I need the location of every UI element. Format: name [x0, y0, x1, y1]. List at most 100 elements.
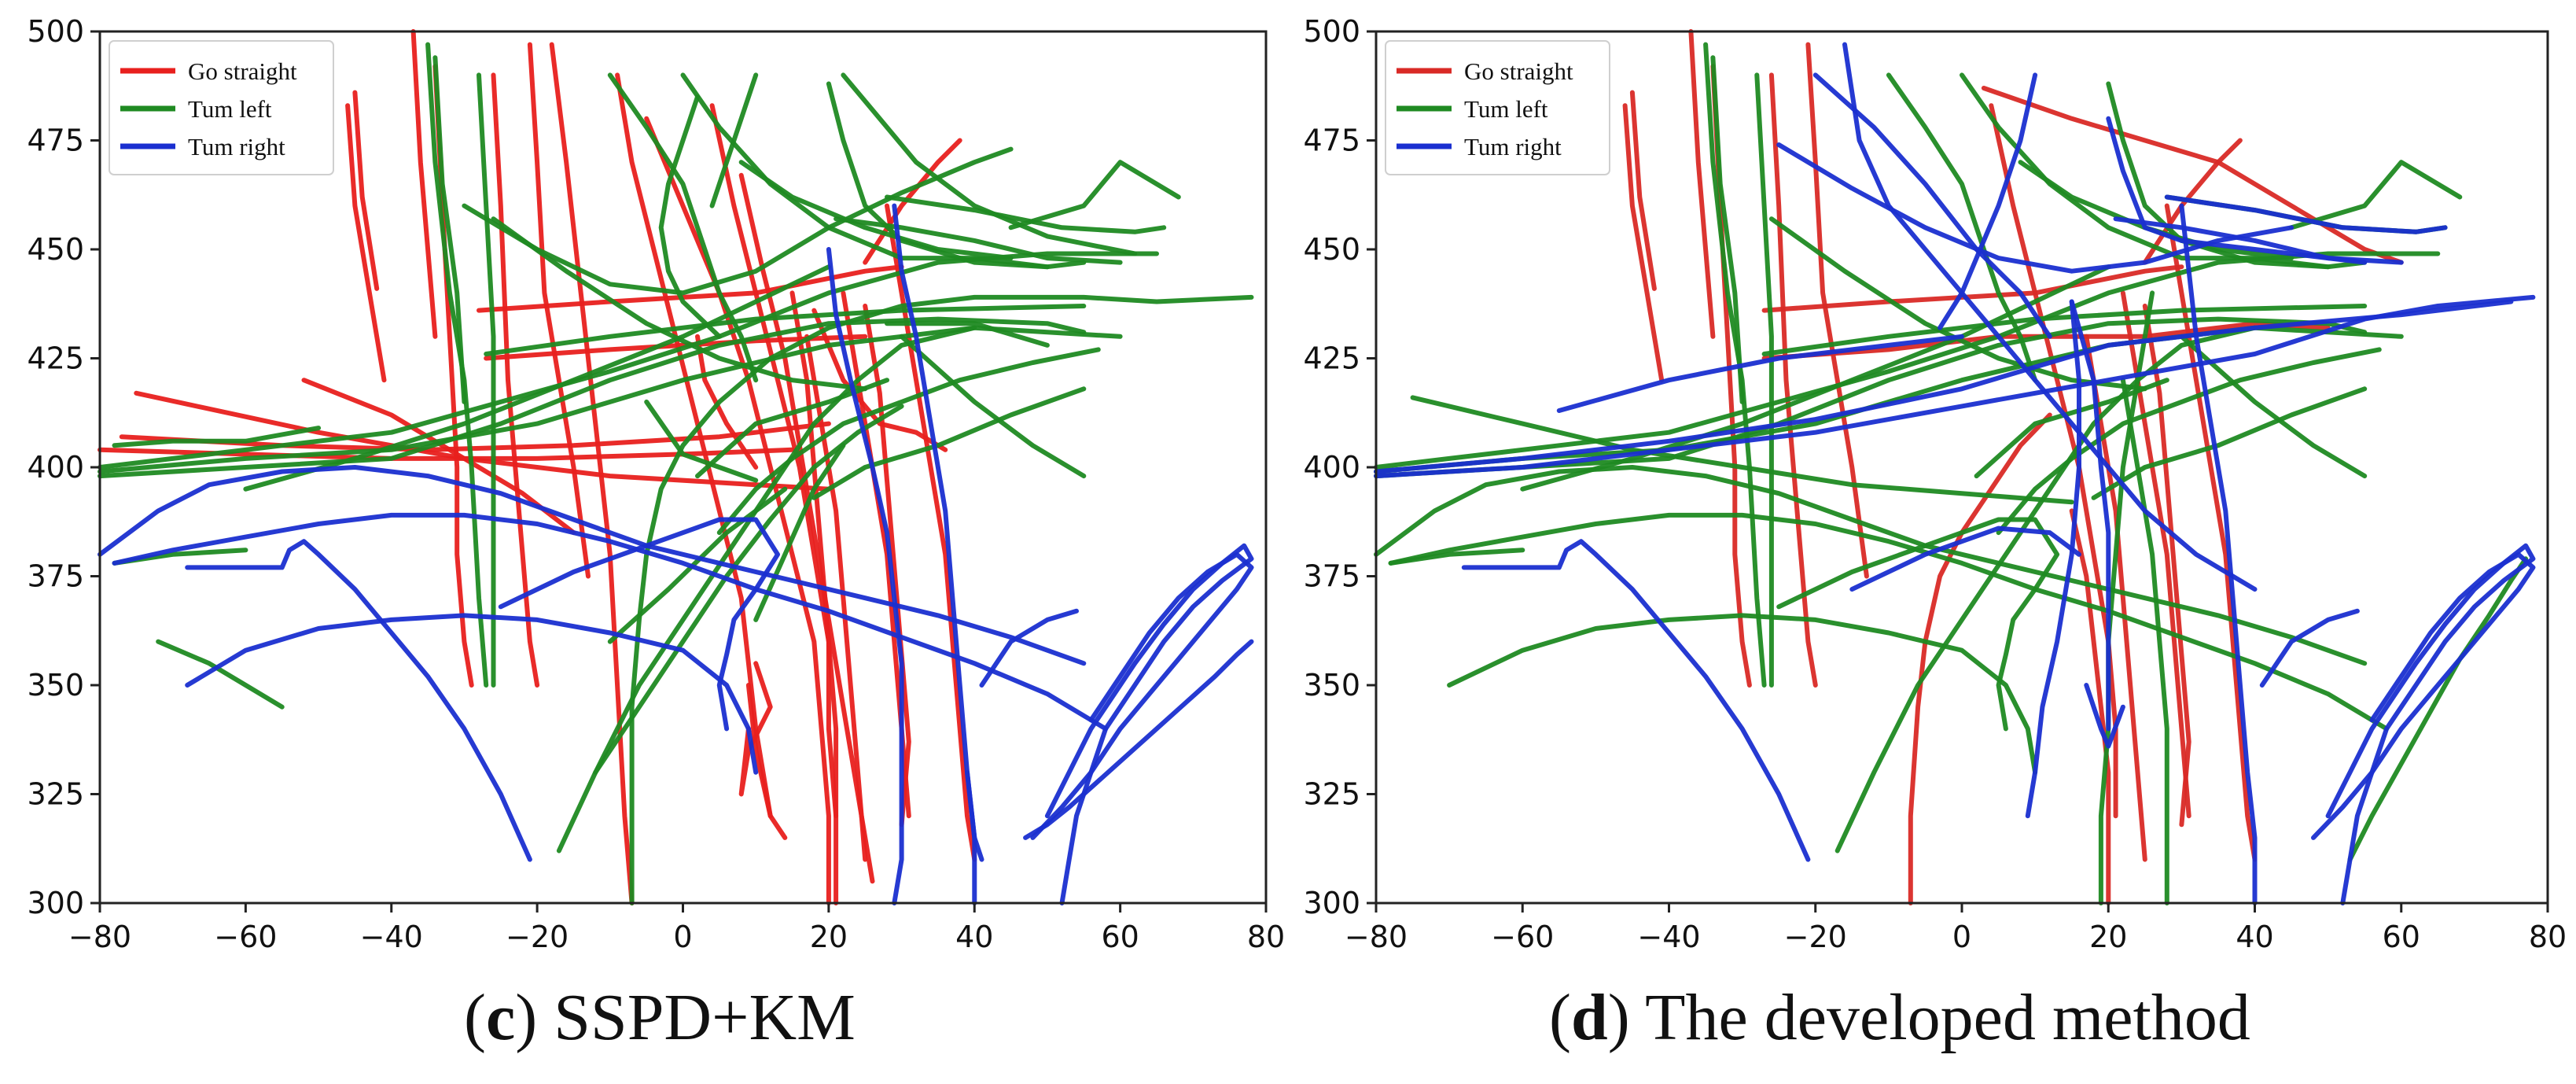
- trajectory-line: [615, 72, 773, 819]
- trajectory-line: [549, 42, 635, 905]
- trajectory-line: [753, 443, 846, 622]
- legend-label: Tum right: [1464, 133, 1562, 160]
- chart-panel-d: −80 −60 −40 −20 0 20 40 60 80 300 325 350 375 400 425 4…: [1303, 14, 2567, 954]
- trajectory-line: [491, 216, 868, 392]
- y-tick-label: 400: [27, 450, 84, 485]
- trajectory-line: [789, 290, 839, 905]
- y-tick-label: 425: [1303, 341, 1360, 376]
- trajectory-line: [1030, 551, 1254, 840]
- trajectory-line: [484, 304, 1087, 356]
- trajectory-line: [1556, 334, 1964, 413]
- trajectory-line: [826, 247, 904, 905]
- trajectory-line: [1710, 55, 1745, 404]
- trajectory-line: [352, 90, 380, 291]
- trajectory-line: [2179, 203, 2258, 905]
- trajectory-line: [410, 29, 438, 339]
- x-tick-label: −60: [1491, 920, 1554, 954]
- y-tick-label: 475: [1303, 124, 1360, 158]
- legend-label: Go straight: [1464, 57, 1573, 85]
- trajectory-line: [2142, 304, 2191, 828]
- trajectory-line: [1761, 264, 2184, 313]
- trajectory-line: [2098, 290, 2155, 905]
- trajectory-line: [716, 347, 1101, 536]
- y-tick-label: 325: [1303, 777, 1360, 812]
- x-tick-label: 80: [2529, 920, 2567, 954]
- trajectory-line: [658, 94, 722, 339]
- trajectory-line: [1812, 72, 2052, 339]
- x-tick-label: −60: [214, 920, 277, 954]
- trajectory-line: [98, 316, 1087, 479]
- trajectory-line: [607, 486, 788, 644]
- y-tick-label: 300: [27, 886, 84, 920]
- trajectory-line: [112, 426, 322, 448]
- legend-box: [109, 40, 334, 175]
- caption-d-label: d: [1570, 981, 1608, 1054]
- trajectory-line: [738, 661, 773, 797]
- trajectory-line: [885, 321, 1050, 348]
- trajectory-line: [1023, 639, 1254, 840]
- trajectory-line: [1776, 517, 2060, 732]
- trajectory-line: [345, 103, 387, 383]
- y-tick-label: 450: [27, 232, 84, 267]
- legend-label: Go straight: [188, 57, 297, 85]
- trajectory-line: [243, 264, 831, 492]
- trajectory-line: [841, 72, 1138, 256]
- trajectory-line: [745, 683, 788, 840]
- trajectory-line: [134, 390, 831, 492]
- caption-d-text: The developed method: [1645, 981, 2250, 1054]
- trajectory-line: [2113, 216, 2404, 265]
- trajectory-line: [1374, 465, 2368, 666]
- trajectory-line: [432, 64, 474, 688]
- y-tick-label: 500: [1303, 14, 1360, 49]
- trajectory-line: [1629, 90, 1657, 291]
- y-tick-label: 375: [1303, 559, 1360, 594]
- trajectory-line: [1008, 160, 1181, 230]
- x-tick-label: −40: [1637, 920, 1700, 954]
- trajectory-line: [1908, 412, 2052, 905]
- y-tick-label: 350: [27, 668, 84, 702]
- trajectory-line: [185, 539, 532, 862]
- x-tick-label: 60: [2383, 920, 2420, 954]
- trajectory-line: [644, 399, 759, 483]
- trajectory-line: [811, 386, 1087, 500]
- trajectory-line: [491, 72, 540, 688]
- x-tick-label: −20: [506, 920, 569, 954]
- legend-label: Tum right: [188, 133, 285, 160]
- trajectory-line: [1447, 613, 2038, 775]
- x-tick-label: 60: [1101, 920, 1139, 954]
- trajectory-line: [1374, 316, 2368, 479]
- trajectory-line: [695, 334, 759, 470]
- trajectory-line: [477, 264, 904, 313]
- trajectory-line: [1938, 72, 2038, 330]
- trajectory-line: [644, 116, 831, 905]
- trajectory-line: [593, 404, 904, 775]
- trajectory-line: [2289, 160, 2463, 230]
- trajectory-line: [1374, 299, 2514, 474]
- y-tick-label: 300: [1303, 886, 1360, 920]
- trajectory-line: [629, 294, 1254, 905]
- trajectory-line: [1461, 539, 1811, 862]
- x-tick-label: −80: [1345, 920, 1408, 954]
- trajectory-line: [979, 608, 1079, 688]
- trajectory-line: [2084, 334, 2147, 862]
- legend-box: [1385, 40, 1610, 175]
- trajectory-line: [2069, 508, 2111, 905]
- trajectory-line: [1410, 395, 2074, 505]
- trajectory-line: [607, 72, 759, 383]
- trajectory-line: [112, 512, 1109, 732]
- caption-c-text: SSPD+KM: [554, 981, 856, 1054]
- trajectory-line: [804, 334, 868, 862]
- legend-label: Tum left: [1464, 95, 1548, 123]
- trajectory-line: [2091, 386, 2368, 500]
- trajectory-line: [2179, 334, 2368, 479]
- trajectory-line: [834, 216, 1123, 265]
- trajectory-line: [2347, 556, 2529, 862]
- trajectory-line: [885, 194, 1167, 234]
- trajectory-line: [2259, 608, 2360, 688]
- trajectory-line: [1768, 72, 1818, 688]
- trajectory-line: [156, 639, 285, 710]
- legend: Go straight Tum left Tum right: [109, 40, 334, 175]
- trajectory-line: [2025, 299, 2081, 819]
- trajectory-line: [527, 42, 591, 579]
